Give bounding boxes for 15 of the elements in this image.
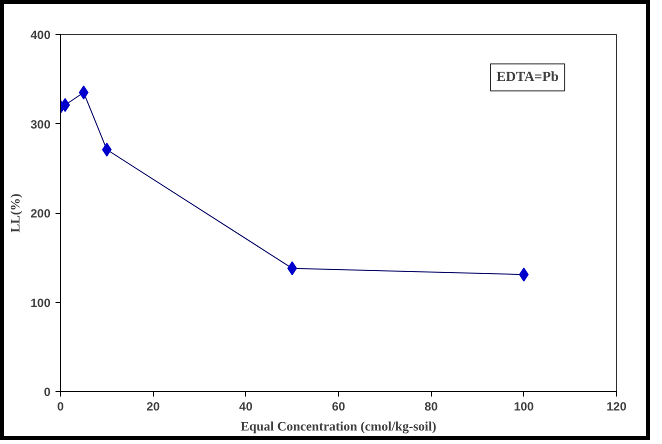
x-tick-label: 100 [514,400,534,414]
x-tick-label: 0 [57,400,64,414]
x-tick-label: 80 [424,400,438,414]
x-tick-label: 120 [606,400,627,414]
y-tick-label: 300 [30,117,51,132]
x-tick-label: 20 [146,400,160,414]
y-tick-label: 0 [44,385,51,399]
y-axis-title: LL(%) [7,194,22,232]
annotation: EDTA=Pb [496,70,559,85]
y-tick-label: 100 [30,296,51,310]
y-tick-label: 400 [30,28,51,42]
x-axis-title: Equal Concentration (cmol/kg-soil) [240,418,436,434]
x-tick-label: 40 [239,400,253,414]
y-tick-label: 200 [30,206,51,220]
x-tick-label: 60 [332,400,346,414]
